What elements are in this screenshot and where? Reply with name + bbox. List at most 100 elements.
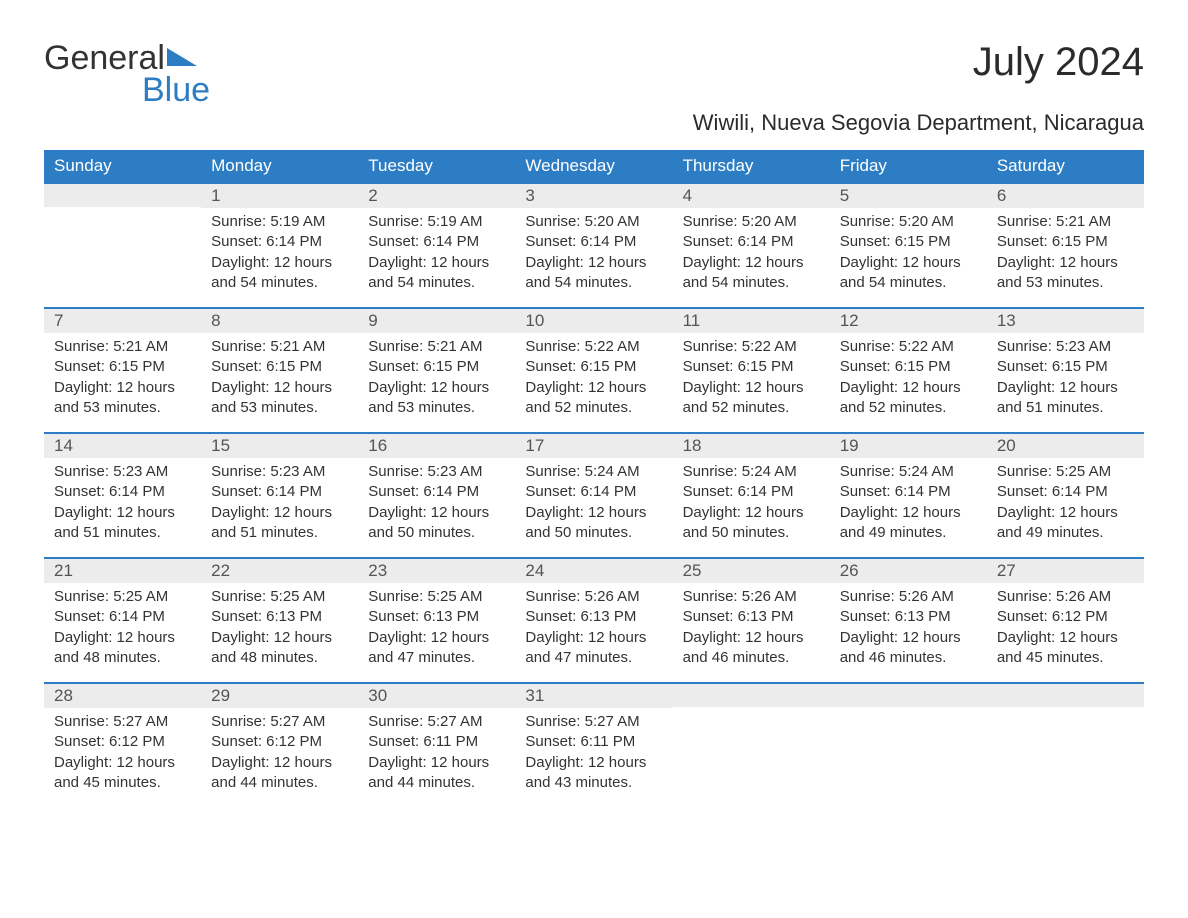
day-details: Sunrise: 5:23 AMSunset: 6:14 PMDaylight:… xyxy=(44,458,201,543)
day-details: Sunrise: 5:26 AMSunset: 6:12 PMDaylight:… xyxy=(987,583,1144,668)
sunset-line: Sunset: 6:15 PM xyxy=(997,357,1134,377)
day-number: 24 xyxy=(515,557,672,583)
sunset-line: Sunset: 6:12 PM xyxy=(54,732,191,752)
empty-day-bar xyxy=(987,682,1144,707)
day-details: Sunrise: 5:27 AMSunset: 6:12 PMDaylight:… xyxy=(44,708,201,793)
day-number: 10 xyxy=(515,307,672,333)
sunrise-line: Sunrise: 5:20 AM xyxy=(840,212,977,232)
calendar-day-cell: 9Sunrise: 5:21 AMSunset: 6:15 PMDaylight… xyxy=(358,307,515,432)
sunset-line: Sunset: 6:15 PM xyxy=(683,357,820,377)
day-details: Sunrise: 5:24 AMSunset: 6:14 PMDaylight:… xyxy=(830,458,987,543)
day-number: 8 xyxy=(201,307,358,333)
sunrise-line: Sunrise: 5:26 AM xyxy=(997,587,1134,607)
day-details: Sunrise: 5:25 AMSunset: 6:14 PMDaylight:… xyxy=(987,458,1144,543)
calendar-day-cell: 30Sunrise: 5:27 AMSunset: 6:11 PMDayligh… xyxy=(358,682,515,807)
sunrise-line: Sunrise: 5:25 AM xyxy=(54,587,191,607)
calendar-day-cell xyxy=(987,682,1144,807)
calendar-day-cell: 29Sunrise: 5:27 AMSunset: 6:12 PMDayligh… xyxy=(201,682,358,807)
sunrise-line: Sunrise: 5:20 AM xyxy=(525,212,662,232)
sunrise-line: Sunrise: 5:26 AM xyxy=(525,587,662,607)
calendar-day-cell: 14Sunrise: 5:23 AMSunset: 6:14 PMDayligh… xyxy=(44,432,201,557)
daylight-line: Daylight: 12 hours and 50 minutes. xyxy=(683,503,820,544)
day-number: 30 xyxy=(358,682,515,708)
sunset-line: Sunset: 6:14 PM xyxy=(368,482,505,502)
calendar-day-cell: 19Sunrise: 5:24 AMSunset: 6:14 PMDayligh… xyxy=(830,432,987,557)
sunrise-line: Sunrise: 5:27 AM xyxy=(525,712,662,732)
calendar-day-cell: 20Sunrise: 5:25 AMSunset: 6:14 PMDayligh… xyxy=(987,432,1144,557)
sunset-line: Sunset: 6:15 PM xyxy=(997,232,1134,252)
day-number: 23 xyxy=(358,557,515,583)
day-number: 28 xyxy=(44,682,201,708)
sunset-line: Sunset: 6:15 PM xyxy=(211,357,348,377)
sunset-line: Sunset: 6:14 PM xyxy=(211,232,348,252)
day-number: 12 xyxy=(830,307,987,333)
calendar-day-cell xyxy=(673,682,830,807)
calendar-day-cell: 13Sunrise: 5:23 AMSunset: 6:15 PMDayligh… xyxy=(987,307,1144,432)
day-details: Sunrise: 5:23 AMSunset: 6:15 PMDaylight:… xyxy=(987,333,1144,418)
sunrise-line: Sunrise: 5:20 AM xyxy=(683,212,820,232)
daylight-line: Daylight: 12 hours and 47 minutes. xyxy=(525,628,662,669)
day-header: Friday xyxy=(830,150,987,182)
day-details: Sunrise: 5:20 AMSunset: 6:14 PMDaylight:… xyxy=(673,208,830,293)
calendar-week-row: 21Sunrise: 5:25 AMSunset: 6:14 PMDayligh… xyxy=(44,557,1144,682)
day-number: 13 xyxy=(987,307,1144,333)
day-number: 20 xyxy=(987,432,1144,458)
day-details: Sunrise: 5:22 AMSunset: 6:15 PMDaylight:… xyxy=(673,333,830,418)
calendar-day-cell: 26Sunrise: 5:26 AMSunset: 6:13 PMDayligh… xyxy=(830,557,987,682)
calendar-week-row: 28Sunrise: 5:27 AMSunset: 6:12 PMDayligh… xyxy=(44,682,1144,807)
day-details: Sunrise: 5:27 AMSunset: 6:12 PMDaylight:… xyxy=(201,708,358,793)
empty-day-bar xyxy=(830,682,987,707)
day-number: 18 xyxy=(673,432,830,458)
day-details: Sunrise: 5:25 AMSunset: 6:14 PMDaylight:… xyxy=(44,583,201,668)
sunset-line: Sunset: 6:14 PM xyxy=(997,482,1134,502)
day-header: Monday xyxy=(201,150,358,182)
day-details: Sunrise: 5:25 AMSunset: 6:13 PMDaylight:… xyxy=(358,583,515,668)
day-number: 7 xyxy=(44,307,201,333)
sunrise-line: Sunrise: 5:24 AM xyxy=(525,462,662,482)
sunset-line: Sunset: 6:13 PM xyxy=(368,607,505,627)
calendar-day-cell: 15Sunrise: 5:23 AMSunset: 6:14 PMDayligh… xyxy=(201,432,358,557)
sunrise-line: Sunrise: 5:24 AM xyxy=(840,462,977,482)
daylight-line: Daylight: 12 hours and 53 minutes. xyxy=(54,378,191,419)
day-number: 9 xyxy=(358,307,515,333)
empty-day-bar xyxy=(673,682,830,707)
daylight-line: Daylight: 12 hours and 52 minutes. xyxy=(525,378,662,419)
sunset-line: Sunset: 6:14 PM xyxy=(525,482,662,502)
day-details: Sunrise: 5:21 AMSunset: 6:15 PMDaylight:… xyxy=(358,333,515,418)
calendar-day-cell: 22Sunrise: 5:25 AMSunset: 6:13 PMDayligh… xyxy=(201,557,358,682)
daylight-line: Daylight: 12 hours and 45 minutes. xyxy=(54,753,191,794)
calendar-week-row: 1Sunrise: 5:19 AMSunset: 6:14 PMDaylight… xyxy=(44,182,1144,307)
daylight-line: Daylight: 12 hours and 48 minutes. xyxy=(54,628,191,669)
sunset-line: Sunset: 6:14 PM xyxy=(54,607,191,627)
day-details: Sunrise: 5:27 AMSunset: 6:11 PMDaylight:… xyxy=(515,708,672,793)
sunset-line: Sunset: 6:14 PM xyxy=(683,482,820,502)
sunrise-line: Sunrise: 5:19 AM xyxy=(368,212,505,232)
day-header: Wednesday xyxy=(515,150,672,182)
sunrise-line: Sunrise: 5:27 AM xyxy=(54,712,191,732)
calendar-day-cell: 18Sunrise: 5:24 AMSunset: 6:14 PMDayligh… xyxy=(673,432,830,557)
day-details: Sunrise: 5:21 AMSunset: 6:15 PMDaylight:… xyxy=(44,333,201,418)
day-details: Sunrise: 5:26 AMSunset: 6:13 PMDaylight:… xyxy=(515,583,672,668)
daylight-line: Daylight: 12 hours and 52 minutes. xyxy=(683,378,820,419)
sunset-line: Sunset: 6:13 PM xyxy=(683,607,820,627)
day-number: 22 xyxy=(201,557,358,583)
empty-day-bar xyxy=(44,182,201,207)
sunrise-line: Sunrise: 5:23 AM xyxy=(211,462,348,482)
calendar-day-cell: 17Sunrise: 5:24 AMSunset: 6:14 PMDayligh… xyxy=(515,432,672,557)
day-details: Sunrise: 5:22 AMSunset: 6:15 PMDaylight:… xyxy=(515,333,672,418)
calendar-day-cell: 12Sunrise: 5:22 AMSunset: 6:15 PMDayligh… xyxy=(830,307,987,432)
day-details: Sunrise: 5:21 AMSunset: 6:15 PMDaylight:… xyxy=(201,333,358,418)
day-number: 4 xyxy=(673,182,830,208)
sunset-line: Sunset: 6:12 PM xyxy=(997,607,1134,627)
day-details: Sunrise: 5:20 AMSunset: 6:15 PMDaylight:… xyxy=(830,208,987,293)
day-number: 14 xyxy=(44,432,201,458)
daylight-line: Daylight: 12 hours and 51 minutes. xyxy=(211,503,348,544)
day-details: Sunrise: 5:26 AMSunset: 6:13 PMDaylight:… xyxy=(830,583,987,668)
day-details: Sunrise: 5:27 AMSunset: 6:11 PMDaylight:… xyxy=(358,708,515,793)
daylight-line: Daylight: 12 hours and 49 minutes. xyxy=(997,503,1134,544)
calendar-day-cell: 24Sunrise: 5:26 AMSunset: 6:13 PMDayligh… xyxy=(515,557,672,682)
daylight-line: Daylight: 12 hours and 53 minutes. xyxy=(997,253,1134,294)
sunset-line: Sunset: 6:13 PM xyxy=(525,607,662,627)
day-number: 19 xyxy=(830,432,987,458)
sunrise-line: Sunrise: 5:23 AM xyxy=(54,462,191,482)
